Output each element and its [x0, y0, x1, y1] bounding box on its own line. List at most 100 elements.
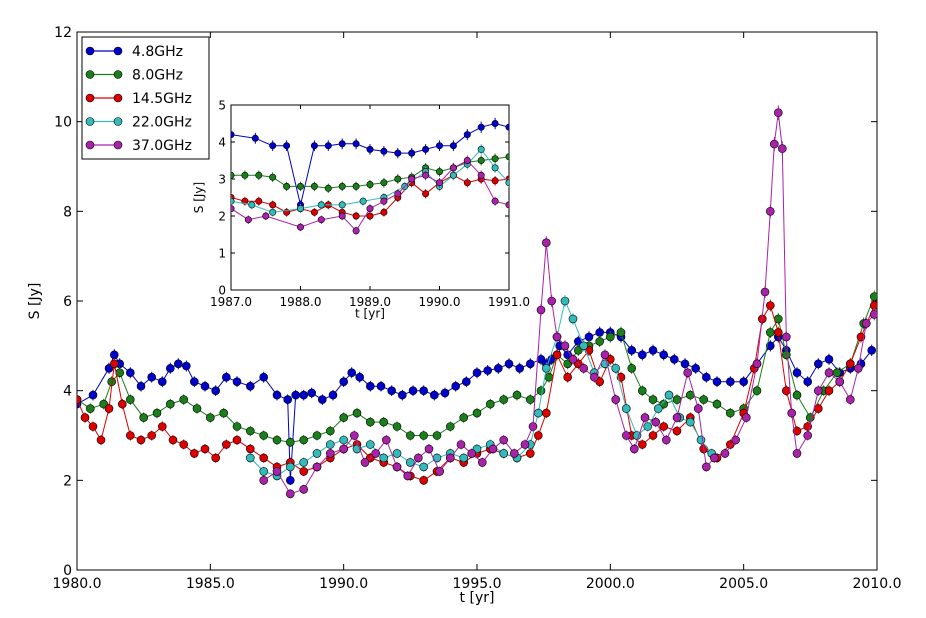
main-data-point: [283, 395, 293, 404]
inset-series-37-0ghz: [231, 155, 509, 235]
inset-data-point: [310, 182, 318, 190]
main-data-point: [672, 426, 682, 436]
main-data-point: [867, 345, 877, 355]
main-data-point: [600, 350, 610, 360]
main-data-point: [773, 328, 783, 337]
main-data-point: [88, 422, 98, 431]
main-data-point: [739, 377, 749, 387]
main-data-point: [419, 462, 429, 472]
main-data-point: [595, 337, 605, 346]
inset-data-point: [477, 157, 485, 165]
main-data-point: [659, 422, 669, 431]
main-data-point: [568, 314, 578, 324]
main-y-tick-label: 8: [63, 204, 72, 220]
inset-data-point: [231, 205, 235, 213]
inset-data-point: [324, 142, 332, 150]
main-data-point: [525, 395, 535, 404]
legend-marker-14-5ghz: [113, 93, 123, 103]
legend-label-8-0ghz: 8.0GHz: [132, 68, 183, 84]
main-data-point: [467, 449, 477, 458]
main-data-point: [725, 408, 735, 418]
inset-data-point: [338, 212, 346, 220]
main-data-point: [317, 395, 327, 404]
main-data-point: [174, 359, 183, 369]
main-x-tick-label: 1995.0: [453, 576, 502, 592]
main-data-point: [312, 462, 322, 472]
main-data-point: [813, 359, 823, 369]
main-data-point: [246, 381, 255, 391]
main-data-point: [219, 408, 228, 418]
main-data-point: [611, 363, 621, 373]
main-data-point: [488, 444, 498, 454]
main-data-point: [381, 435, 391, 445]
main-data-point: [683, 368, 693, 378]
inset-y-axis-label: S [Jy]: [192, 182, 206, 213]
inset-data-point: [352, 140, 360, 148]
inset-data-point: [477, 145, 485, 153]
inset-y-tick-label: 5: [218, 98, 226, 112]
main-x-axis-label: t [yr]: [460, 590, 495, 606]
main-data-point: [147, 431, 156, 440]
main-data-point: [653, 404, 663, 413]
main-data-point: [499, 435, 509, 445]
main-data-point: [659, 350, 669, 360]
inset-data-point: [435, 142, 443, 150]
main-data-point: [179, 395, 188, 404]
main-data-point: [136, 381, 146, 391]
inset-data-point: [491, 155, 499, 163]
main-data-point: [560, 296, 570, 306]
main-data-point: [699, 395, 709, 404]
main-data-point: [672, 395, 682, 404]
main-data-point: [856, 332, 866, 342]
main-data-point: [552, 332, 562, 342]
main-x-tick-label: 1980.0: [53, 576, 102, 592]
inset-data-point: [449, 171, 457, 179]
main-data-point: [307, 388, 317, 398]
main-data-point: [541, 238, 551, 247]
main-data-point: [512, 390, 522, 400]
main-data-point: [152, 408, 162, 418]
inset-data-point: [251, 134, 259, 142]
inset-data-point: [324, 184, 332, 192]
main-data-point: [725, 377, 735, 387]
main-data-point: [472, 368, 482, 378]
main-data-point: [259, 431, 269, 440]
legend-marker-37-0ghz: [113, 140, 123, 150]
inset-data-point: [366, 212, 374, 220]
main-data-point: [533, 408, 543, 418]
main-x-tick-label: 1990.0: [319, 576, 368, 592]
legend-label-22-0ghz: 22.0GHz: [132, 115, 192, 131]
main-data-point: [104, 404, 114, 413]
inset-data-point: [422, 145, 430, 153]
main-data-point: [190, 449, 199, 458]
main-data-point: [560, 341, 570, 351]
main-data-point: [419, 431, 429, 440]
main-data-point: [579, 341, 589, 351]
main-data-point: [206, 413, 215, 422]
main-data-point: [781, 350, 791, 360]
inset-x-tick-label: 1990.0: [419, 295, 461, 309]
main-data-point: [232, 377, 242, 387]
main-data-point: [661, 435, 671, 445]
main-data-point: [403, 471, 413, 481]
main-data-point: [360, 458, 370, 467]
legend-marker-4-8ghz: [85, 46, 95, 56]
inset-x-tick-label: 1987.0: [210, 295, 252, 309]
main-data-point: [777, 144, 787, 153]
main-data-point: [429, 390, 439, 400]
inset-data-point: [394, 149, 402, 157]
main-data-point: [232, 435, 242, 445]
inset-data-point: [262, 212, 270, 220]
main-data-point: [459, 413, 469, 422]
main-data-point: [760, 287, 770, 297]
main-data-point: [272, 467, 282, 476]
main-data-point: [325, 449, 335, 458]
inset-data-point: [394, 175, 402, 183]
main-data-point: [158, 377, 167, 387]
main-y-tick-label: 10: [54, 115, 72, 131]
main-data-point: [419, 386, 429, 396]
main-data-point: [413, 453, 423, 463]
main-data-point: [459, 453, 469, 463]
inset-x-axis-label: t [yr]: [355, 307, 385, 321]
